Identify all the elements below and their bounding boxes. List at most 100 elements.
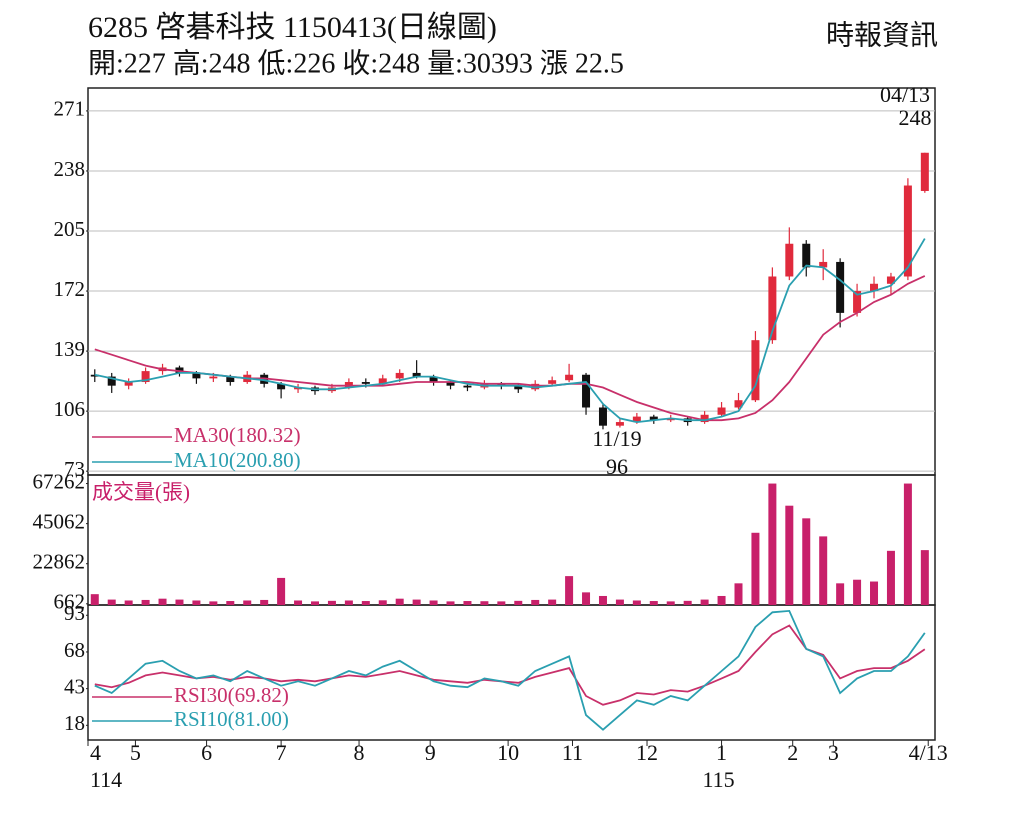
source: 時報資訊 (826, 19, 938, 51)
x-tick-label: 1 (716, 740, 727, 765)
candle-body (446, 382, 455, 386)
legend-label: RSI10(81.00) (174, 707, 289, 731)
candle-body (277, 383, 286, 390)
candle-body (785, 243, 794, 277)
candle-body (378, 378, 387, 384)
candle-body (565, 374, 574, 381)
candle-body (209, 376, 218, 379)
panel-frame (87, 604, 936, 741)
volume-bar (141, 599, 150, 605)
x-tick-label: 9 (425, 740, 436, 765)
candle-body (598, 407, 607, 426)
legend-label: RSI30(69.82) (174, 683, 289, 707)
volume-bar (836, 583, 845, 605)
x-tick-label: 8 (354, 740, 365, 765)
volume-bar (124, 600, 133, 605)
volume-bar (209, 601, 218, 605)
volume-bar (395, 598, 404, 605)
volume-bar (582, 592, 591, 605)
x-tick-label: 4/13 (909, 740, 948, 765)
volume-bar (361, 601, 370, 605)
volume-bar (446, 601, 455, 605)
annotation-value: 96 (606, 454, 628, 479)
volume-bar (802, 518, 811, 605)
candle-body (107, 376, 116, 386)
candle-body (124, 382, 133, 386)
candle-body (903, 185, 912, 277)
candle-body (514, 385, 523, 390)
annotation-value: 248 (899, 105, 932, 130)
volume-bar (158, 598, 167, 605)
x-tick-label: 4 (90, 740, 101, 765)
candle-body (819, 261, 828, 268)
volume-bar (565, 576, 574, 605)
candle-body (700, 414, 709, 423)
candle-body (90, 374, 99, 377)
volume-bar (192, 600, 201, 605)
candle-body (361, 382, 370, 384)
y-tick-label: 68 (64, 638, 85, 662)
y-tick-label: 67262 (33, 469, 86, 493)
volume-bar (870, 581, 879, 605)
year-label: 115 (702, 767, 734, 792)
candle-body (192, 372, 201, 379)
y-tick-label: 238 (54, 157, 86, 181)
volume-bar (920, 550, 929, 605)
x-tick-label: 10 (497, 740, 519, 765)
volume-bar (903, 483, 912, 605)
volume-bar (412, 599, 421, 605)
volume-bar (378, 600, 387, 605)
y-tick-label: 106 (54, 397, 86, 421)
volume-bar (294, 600, 303, 605)
y-tick-label: 22862 (33, 550, 86, 574)
volume-bar (344, 600, 353, 605)
legend-label: MA30(180.32) (174, 423, 301, 447)
volume-bar (429, 600, 438, 605)
y-tick-label: 73 (64, 457, 85, 481)
volume-bar (751, 532, 760, 605)
volume-bar (531, 599, 540, 605)
volume-bar (886, 550, 895, 605)
candle-body (836, 261, 845, 313)
volume-bar (768, 483, 777, 605)
volume-bar (819, 536, 828, 605)
candle-body (344, 382, 353, 388)
candle-body (886, 276, 895, 284)
y-tick-label: 205 (54, 217, 86, 241)
volume-bar (683, 600, 692, 605)
volume-bar (243, 600, 252, 605)
candle-body (734, 400, 743, 408)
x-tick-label: 7 (276, 740, 287, 765)
volume-bar (514, 600, 523, 605)
candle-body (853, 291, 862, 313)
y-tick-label: 93 (64, 601, 85, 625)
volume-bar (480, 601, 489, 605)
volume-bar (598, 595, 607, 605)
year-label: 114 (90, 767, 122, 792)
x-tick-label: 2 (787, 740, 798, 765)
candle-body (751, 340, 760, 401)
annotation-date: 11/19 (592, 426, 641, 451)
volume-bar (548, 599, 557, 605)
volume-bar (666, 601, 675, 605)
candle-body (141, 371, 150, 383)
x-tick-label: 5 (130, 740, 141, 765)
candle-body (497, 383, 506, 386)
stats: 開:227 高:248 低:226 收:248 量:30393 漲 22.5 (88, 47, 624, 79)
volume-bar (226, 601, 235, 605)
candle-body (548, 380, 557, 384)
y-tick-label: 18 (64, 711, 85, 735)
y-tick-label: 662 (54, 590, 86, 614)
y-tick-label: 271 (54, 97, 86, 121)
x-tick-label: 6 (201, 740, 212, 765)
volume-bar (327, 600, 336, 605)
candle-body (802, 243, 811, 268)
volume-bar (717, 595, 726, 605)
volume-bar (615, 599, 624, 605)
y-tick-label: 43 (64, 674, 85, 698)
y-tick-label: 172 (54, 277, 86, 301)
candle-body (768, 276, 777, 341)
x-tick-label: 3 (828, 740, 839, 765)
